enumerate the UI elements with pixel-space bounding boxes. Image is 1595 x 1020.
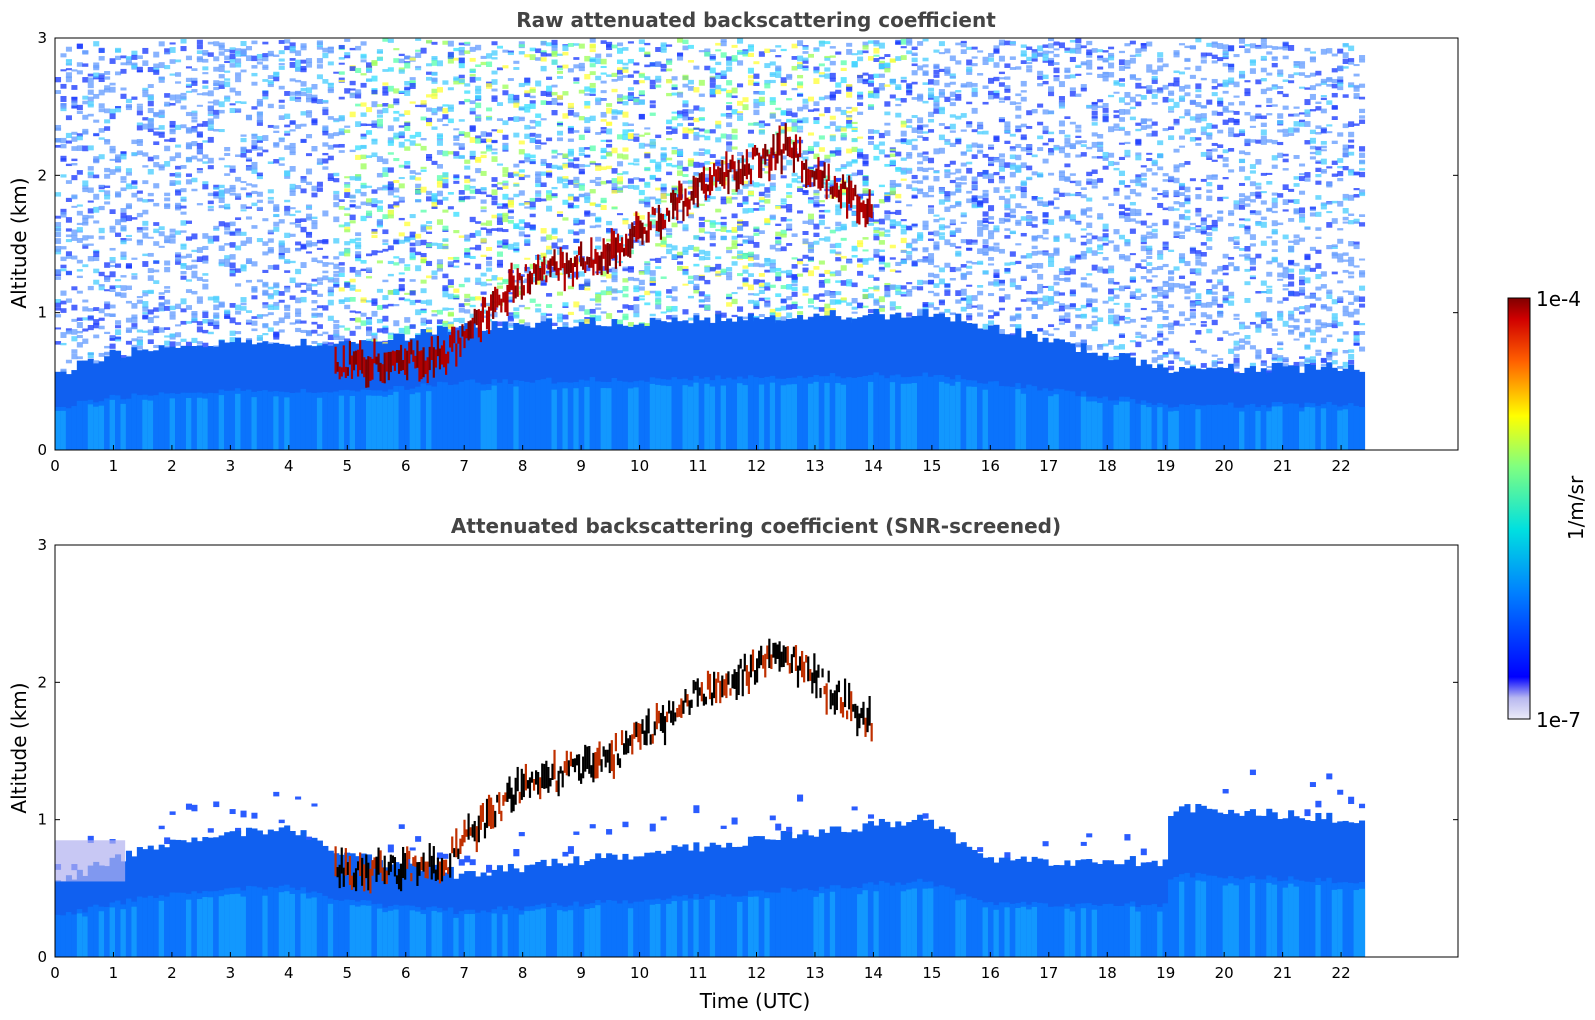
x-tick-label: 6	[401, 964, 411, 982]
x-tick-label: 5	[343, 964, 353, 982]
x-tick-label: 21	[1273, 964, 1292, 982]
x-tick-label: 20	[1215, 964, 1234, 982]
y-axis-label: Altitude (km)	[7, 682, 31, 813]
x-tick-label: 21	[1273, 457, 1292, 475]
x-tick-label: 2	[167, 964, 177, 982]
x-tick-label: 3	[226, 964, 236, 982]
y-tick-label: 0	[37, 948, 47, 966]
x-tick-label: 17	[1039, 457, 1058, 475]
colorbar-gradient	[1507, 297, 1531, 720]
y-tick-label: 1	[37, 304, 47, 322]
y-axis: 0 1 2 3	[37, 29, 1458, 459]
x-tick-label: 14	[864, 457, 883, 475]
raw-backscatter-panel: Raw attenuated backscattering coefficien…	[7, 8, 1459, 475]
x-tick-label: 19	[1156, 457, 1175, 475]
x-tick-label: 0	[50, 964, 60, 982]
x-tick-label: 10	[630, 457, 649, 475]
x-tick-label: 11	[688, 457, 707, 475]
x-tick-label: 13	[805, 457, 824, 475]
x-tick-label: 0	[50, 457, 60, 475]
x-axis: 0 1 2 3 4 5 6 7 8 9 10 11 12 13 14 15 16 17 18 19 20 21 22	[50, 445, 1351, 475]
x-tick-label: 7	[459, 964, 469, 982]
x-tick-label: 16	[981, 964, 1000, 982]
x-tick-label: 17	[1039, 964, 1058, 982]
x-tick-label: 18	[1098, 457, 1117, 475]
haze-region	[55, 840, 126, 882]
x-tick-label: 14	[864, 964, 883, 982]
y-axis: 0 1 2 3	[37, 536, 1458, 966]
x-tick-label: 8	[518, 457, 528, 475]
y-tick-label: 2	[37, 673, 47, 691]
x-tick-label: 16	[981, 457, 1000, 475]
x-tick-label: 18	[1098, 964, 1117, 982]
y-tick-label: 1	[37, 811, 47, 829]
y-tick-label: 3	[37, 29, 47, 47]
x-tick-label: 9	[576, 964, 586, 982]
backscatter-field	[55, 38, 1366, 450]
colorbar: 1e-4 1e-7 1/m/sr	[1507, 287, 1588, 732]
colorbar-max-label: 1e-4	[1536, 287, 1581, 311]
x-tick-label: 11	[688, 964, 707, 982]
x-tick-label: 2	[167, 457, 177, 475]
x-tick-label: 13	[805, 964, 824, 982]
panel-title: Attenuated backscattering coefficient (S…	[451, 514, 1061, 538]
x-tick-label: 3	[226, 457, 236, 475]
x-tick-label: 19	[1156, 964, 1175, 982]
colorbar-unit-label: 1/m/sr	[1564, 475, 1588, 540]
x-tick-label: 15	[922, 964, 941, 982]
colorbar-min-label: 1e-7	[1536, 708, 1581, 732]
y-tick-label: 3	[37, 536, 47, 554]
y-tick-label: 0	[37, 441, 47, 459]
x-tick-label: 20	[1215, 457, 1234, 475]
x-tick-label: 8	[518, 964, 528, 982]
panel-title: Raw attenuated backscattering coefficien…	[516, 8, 996, 32]
x-tick-label: 4	[284, 457, 294, 475]
x-tick-label: 22	[1332, 457, 1351, 475]
x-tick-label: 12	[747, 457, 766, 475]
x-tick-label: 1	[109, 457, 119, 475]
x-tick-label: 7	[459, 457, 469, 475]
x-tick-label: 9	[576, 457, 586, 475]
x-tick-label: 4	[284, 964, 294, 982]
x-tick-label: 22	[1332, 964, 1351, 982]
x-tick-label: 5	[343, 457, 353, 475]
x-axis-label: Time (UTC)	[699, 989, 811, 1013]
x-tick-label: 6	[401, 457, 411, 475]
backscatter-field	[55, 638, 1366, 957]
snr-screened-panel: Attenuated backscattering coefficient (S…	[7, 514, 1459, 1013]
x-tick-label: 1	[109, 964, 119, 982]
x-tick-label: 10	[630, 964, 649, 982]
x-tick-label: 12	[747, 964, 766, 982]
y-axis-label: Altitude (km)	[7, 177, 31, 308]
x-axis: 0 1 2 3 4 5 6 7 8 9 10 11 12 13 14 15 16 17 18 19 20 21 22	[50, 952, 1351, 982]
x-tick-label: 15	[922, 457, 941, 475]
y-tick-label: 2	[37, 166, 47, 184]
